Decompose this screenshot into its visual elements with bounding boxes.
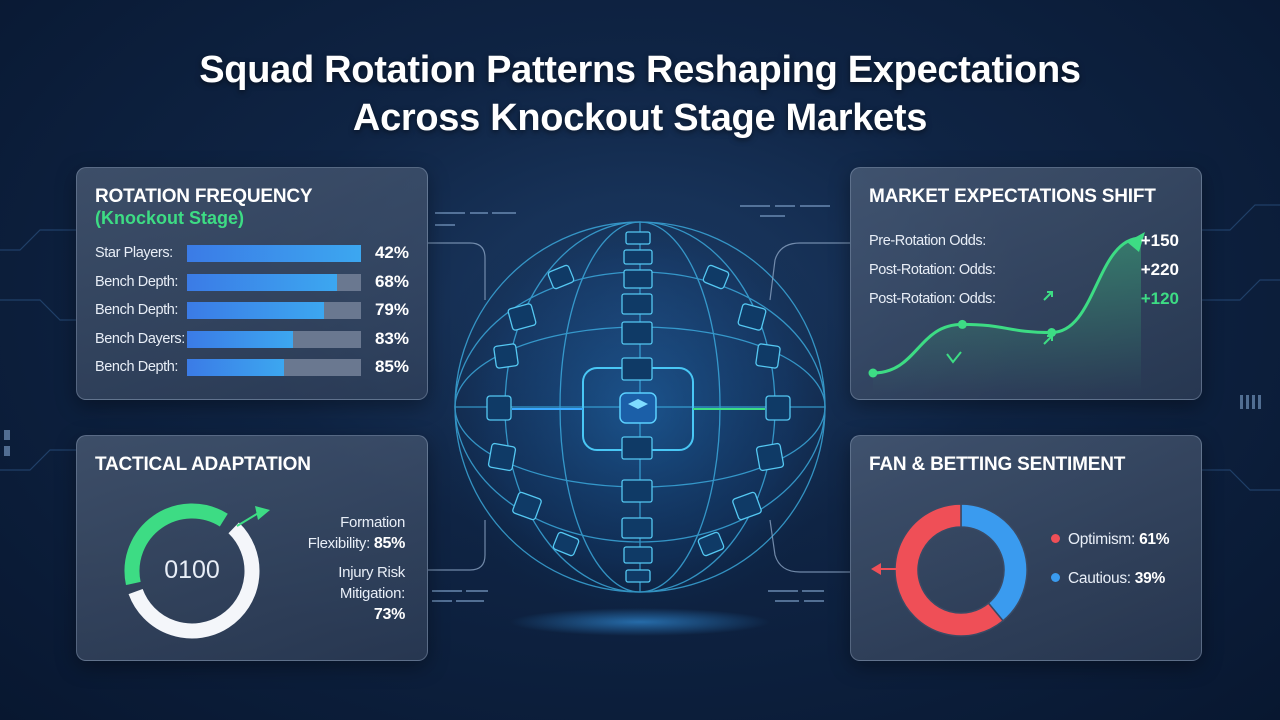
- injury-risk-label-line-2: Mitigation:: [339, 585, 405, 602]
- odds-value: +120: [1140, 289, 1179, 308]
- odds-label: Post-Rotation: Odds:: [869, 262, 996, 278]
- bar: [187, 245, 361, 262]
- legend-value: 61%: [1139, 531, 1170, 548]
- bar-track: [187, 359, 361, 376]
- tactical-adaptation-title: TACTICAL ADAPTATION: [95, 454, 311, 475]
- trend-point: [868, 368, 878, 378]
- odds-row: Post-Rotation: Odds: +120: [869, 289, 1185, 311]
- bar-category-label: Bench Dayers:: [95, 330, 185, 347]
- up-arrow-icon: [1043, 291, 1053, 301]
- page-title: Squad Rotation Patterns Reshaping Expect…: [0, 46, 1280, 142]
- bar-row: Bench Depth: 79%: [95, 300, 413, 322]
- pie-slice: [894, 503, 1005, 637]
- fan-betting-sentiment-panel: FAN & BETTING SENTIMENT Optimism: 61% Cau…: [850, 435, 1202, 661]
- bar-row: Star Players: 42%: [95, 243, 413, 265]
- odds-value: +220: [1140, 260, 1179, 279]
- trend-line: [872, 236, 1142, 375]
- legend-item: Optimism: 61%: [1051, 531, 1169, 553]
- legend-label: Optimism:: [1068, 531, 1140, 548]
- gauge-arrowhead-icon: [255, 506, 270, 520]
- legend-value: 39%: [1134, 570, 1165, 587]
- bar-value-label: 68%: [374, 271, 409, 291]
- legend-swatch: [1051, 573, 1060, 583]
- page-title-line-1: Squad Rotation Patterns Reshaping Expect…: [199, 49, 1081, 91]
- bar-row: Bench Dayers: 83%: [95, 329, 413, 351]
- odds-label: Post-Rotation: Odds:: [869, 291, 996, 307]
- market-trend-line-chart: [868, 232, 1145, 393]
- rotation-frequency-subtitle: (Knockout Stage): [95, 208, 245, 228]
- market-expectations-panel: MARKET EXPECTATIONS SHIFT Pre-Rotation O…: [850, 167, 1202, 400]
- gauge-track-arc: [128, 522, 260, 639]
- legend-label: Cautious:: [1068, 570, 1135, 587]
- injury-risk-label-line-1: Injury Risk: [338, 564, 405, 581]
- bar-value-label: 42%: [374, 243, 409, 262]
- odds-row: Pre-Rotation Odds: +150: [869, 231, 1185, 253]
- rotation-frequency-title: ROTATION FREQUENCY: [95, 186, 313, 207]
- bar-category-label: Star Players:: [95, 245, 173, 261]
- pointer-arrowhead-icon: [871, 563, 881, 575]
- bar-category-label: Bench Depth:: [95, 302, 179, 318]
- bar-value-label: 83%: [374, 328, 409, 348]
- bar-row: Bench Depth: 68%: [95, 272, 413, 294]
- formation-flexibility-value: 85%: [373, 535, 405, 552]
- trend-point: [957, 319, 967, 329]
- pie-slice: [960, 503, 1028, 622]
- gauge-value-arc: [124, 503, 228, 586]
- up-arrow-icon: [1043, 335, 1053, 345]
- tactical-adaptation-panel: TACTICAL ADAPTATION 0100 Formation Flexi…: [76, 435, 428, 661]
- bar-value-label: 85%: [374, 357, 409, 376]
- formation-flexibility-metric: Formation Flexibility: 85%: [307, 512, 406, 554]
- legend-item: Cautious: 39%: [1051, 570, 1165, 592]
- trend-arrowhead: [1127, 232, 1145, 252]
- odds-row: Post-Rotation: Odds: +220: [869, 260, 1185, 282]
- tactical-gauge: [124, 503, 270, 639]
- bar: [187, 273, 337, 291]
- sentiment-donut-chart: [871, 503, 1028, 637]
- gauge-pointer-line: [236, 511, 261, 527]
- bar-track: [187, 330, 361, 348]
- market-expectations-title: MARKET EXPECTATIONS SHIFT: [869, 186, 1156, 207]
- bar-track: [187, 302, 361, 319]
- bar: [187, 302, 325, 319]
- bar: [187, 330, 294, 348]
- formation-flexibility-label-line-1: Formation: [340, 514, 405, 531]
- trend-area: [873, 238, 1141, 393]
- down-arrow-icon: [946, 351, 962, 364]
- formation-flexibility-label-line-2: Flexibility:: [307, 535, 371, 552]
- bar-category-label: Bench Depth:: [95, 359, 179, 375]
- gauge-center-label: 0100: [164, 556, 220, 584]
- bar-category-label: Bench Depth:: [95, 273, 179, 290]
- legend-swatch: [1051, 534, 1060, 544]
- bar-track: [187, 245, 361, 262]
- injury-risk-value: 73%: [373, 606, 405, 623]
- fan-betting-sentiment-title: FAN & BETTING SENTIMENT: [869, 454, 1126, 475]
- odds-value: +150: [1140, 231, 1179, 250]
- odds-label: Pre-Rotation Odds:: [869, 233, 986, 249]
- bar: [187, 359, 285, 376]
- trend-point: [1047, 328, 1057, 337]
- page-title-line-2: Across Knockout Stage Markets: [352, 97, 928, 139]
- bar-row: Bench Depth: 85%: [95, 357, 413, 379]
- bar-track: [187, 273, 361, 291]
- injury-risk-metric: Injury Risk Mitigation: 73%: [338, 562, 405, 625]
- rotation-frequency-panel: ROTATION FREQUENCY (Knockout Stage) Star…: [76, 167, 428, 400]
- bar-value-label: 79%: [374, 300, 409, 319]
